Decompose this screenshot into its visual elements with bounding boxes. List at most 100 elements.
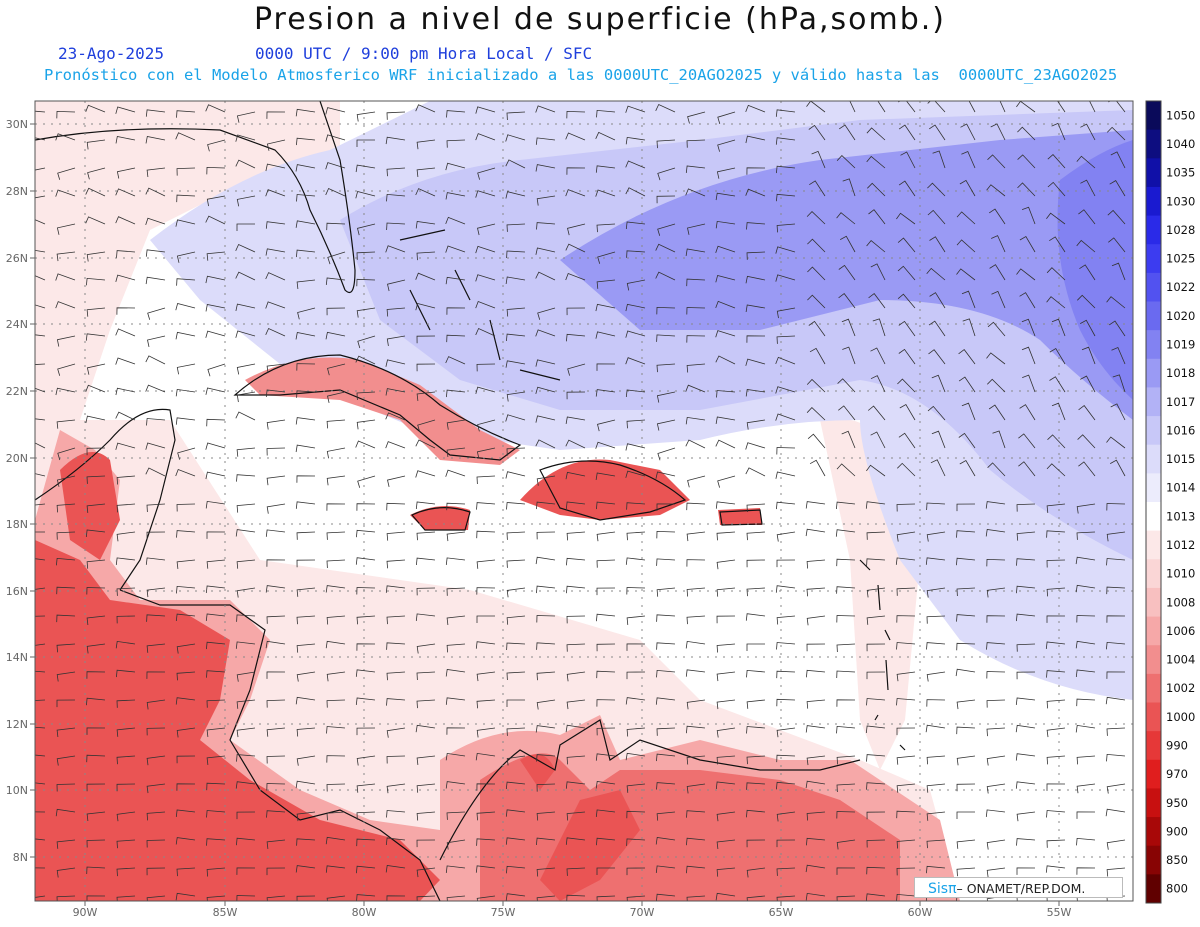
wind-barb	[926, 671, 946, 682]
wind-barb	[146, 839, 166, 848]
wind-barb	[1109, 180, 1126, 197]
wind-barb	[176, 643, 196, 654]
wind-barb	[326, 811, 346, 821]
wind-barb	[686, 307, 706, 315]
wind-barb	[1016, 811, 1036, 822]
wind-barb	[415, 613, 436, 621]
wind-barb	[836, 783, 856, 793]
wind-barb	[505, 414, 526, 422]
wind-barb	[866, 587, 886, 598]
cuba-coast	[233, 354, 522, 461]
wind-barb	[836, 699, 856, 707]
wind-barb	[35, 615, 46, 617]
wind-barb	[35, 811, 46, 813]
wind-barb	[865, 501, 886, 509]
wind-barb	[806, 615, 826, 626]
wind-barb	[625, 557, 646, 565]
wind-barb	[1051, 318, 1066, 337]
wind-barb	[116, 167, 136, 179]
colorbar-label: 1017	[1166, 395, 1195, 409]
wind-barb	[926, 783, 946, 793]
wind-barb	[35, 838, 46, 841]
wind-barb	[356, 419, 376, 430]
wind-barb	[1015, 753, 1036, 761]
wind-barb	[1078, 209, 1096, 225]
wind-barb	[566, 333, 586, 342]
wind-barb	[805, 892, 826, 901]
wind-barb	[56, 475, 76, 487]
wind-barb	[356, 587, 376, 595]
wind-barb	[446, 531, 466, 542]
wind-barb	[85, 104, 106, 113]
wind-barb	[325, 277, 346, 285]
wind-barb	[416, 167, 436, 177]
wind-barb	[475, 106, 496, 114]
wind-barb	[807, 433, 826, 449]
wind-barb	[866, 558, 886, 566]
wind-barb	[506, 755, 526, 766]
wind-barb	[809, 459, 826, 477]
wind-barb	[836, 586, 856, 594]
colorbar-swatch	[1146, 845, 1161, 875]
wind-barb	[265, 301, 286, 309]
wind-barb	[86, 475, 106, 484]
wind-barb	[872, 318, 886, 337]
lat-label: 30N	[6, 118, 28, 131]
wind-barb	[657, 167, 676, 181]
wind-barb	[956, 783, 976, 792]
wind-barb	[35, 167, 46, 171]
wind-barb	[505, 809, 526, 817]
wind-barb	[985, 529, 1006, 537]
wind-barb	[1016, 268, 1036, 281]
wind-barb	[236, 111, 256, 123]
wind-barb	[535, 247, 556, 255]
wind-barb	[326, 615, 346, 625]
wind-barb	[1015, 697, 1036, 705]
wind-barb	[1075, 640, 1096, 649]
wind-barb	[1046, 670, 1066, 678]
wind-barb	[1107, 209, 1126, 225]
wind-barb	[655, 865, 676, 873]
wind-barb	[115, 328, 136, 337]
wind-barb	[836, 839, 856, 850]
wind-barb	[206, 670, 226, 678]
wind-barb	[35, 699, 46, 701]
wind-barb	[506, 865, 526, 874]
wind-barb	[956, 530, 976, 538]
colorbar-swatch	[1146, 817, 1161, 847]
wind-barb	[1049, 101, 1066, 113]
wind-barb	[1110, 403, 1126, 421]
wind-barb	[715, 245, 736, 254]
wind-barb	[356, 615, 376, 625]
wind-barb	[988, 208, 1006, 225]
wind-barb	[715, 781, 736, 790]
wind-barb	[115, 216, 136, 225]
wind-barb	[176, 585, 196, 594]
wind-barb	[116, 811, 136, 822]
wind-barb	[656, 727, 676, 736]
wind-barb	[356, 865, 376, 874]
wind-barb	[1075, 669, 1096, 678]
wind-barb	[566, 755, 586, 765]
wind-barb	[326, 755, 346, 763]
wind-barb	[116, 783, 136, 792]
wind-barb	[1105, 808, 1126, 817]
wind-barb	[266, 363, 286, 374]
wind-barb	[836, 558, 856, 567]
wind-barb	[1047, 154, 1066, 169]
wind-barb	[685, 384, 706, 393]
wind-barb	[1046, 503, 1066, 513]
wind-barb	[625, 697, 646, 705]
wind-barb	[686, 755, 706, 765]
wind-barb	[206, 641, 226, 650]
wind-barb	[836, 895, 856, 901]
wind-barb	[116, 531, 136, 542]
wind-barb	[475, 133, 496, 141]
wind-barb	[958, 349, 976, 365]
wind-barb	[626, 895, 646, 901]
colorbar-label: 1030	[1166, 194, 1195, 208]
wind-barb	[236, 699, 256, 709]
wind-barb	[985, 501, 1006, 509]
wind-barb	[715, 330, 736, 338]
wind-barb	[356, 811, 376, 820]
